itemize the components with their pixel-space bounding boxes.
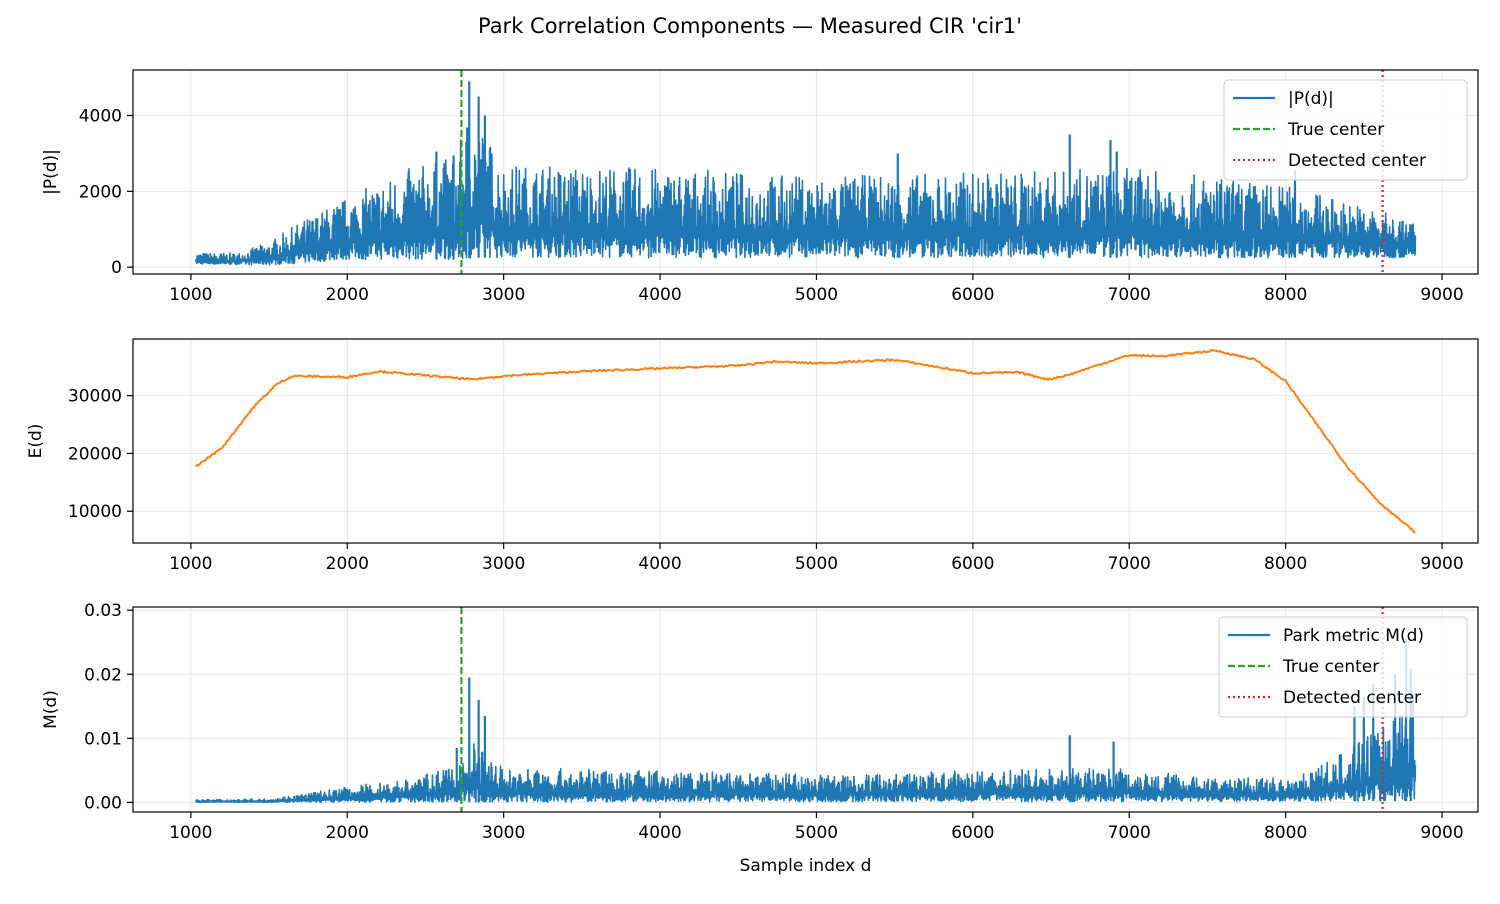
x-tick-label: 2000	[326, 823, 369, 843]
y-axis-label: M(d)	[41, 690, 61, 729]
legend-entry-label: True center	[1282, 657, 1379, 677]
figure-title: Park Correlation Components — Measured C…	[477, 14, 1023, 38]
x-tick-label: 4000	[638, 823, 681, 843]
y-tick-label: 0.01	[84, 729, 122, 749]
y-tick-label: 30000	[68, 387, 122, 407]
data-area	[194, 349, 1416, 534]
x-tick-label: 2000	[326, 285, 369, 305]
x-tick-label: 7000	[1108, 823, 1151, 843]
legend-entry-label: True center	[1287, 120, 1384, 140]
subplot-3: 1000 2000 3000 4000 5000 6000 7000 8000 9000 0.00…	[41, 601, 1479, 876]
y-tick-label: 0.00	[84, 793, 122, 813]
x-tick-label: 8000	[1264, 823, 1307, 843]
subplot-2: 1000 2000 3000 4000 5000 6000 7000 8000 9000 1000…	[26, 338, 1479, 574]
x-tick-label: 1000	[169, 823, 212, 843]
legend-entry-label: Detected center	[1283, 688, 1421, 708]
series-line-m	[194, 695, 1417, 804]
y-tick-label: 2000	[79, 182, 122, 202]
y-tick-label: 0.03	[84, 601, 122, 621]
x-tick-label: 9000	[1420, 285, 1463, 305]
x-tick-label: 9000	[1420, 823, 1463, 843]
x-tick-label: 2000	[326, 554, 369, 574]
x-tick-label: 1000	[169, 554, 212, 574]
series-line-e	[194, 349, 1416, 534]
data-area	[194, 81, 1417, 266]
axes-frame	[132, 606, 1479, 813]
x-tick-label: 4000	[638, 285, 681, 305]
x-tick-label: 7000	[1108, 554, 1151, 574]
legend-entry-label: Park metric M(d)	[1283, 626, 1424, 646]
x-tick-label: 3000	[482, 823, 525, 843]
y-tick-label: 20000	[68, 444, 122, 464]
x-tick-label: 5000	[795, 285, 838, 305]
x-tick-label: 8000	[1264, 285, 1307, 305]
y-axis-label: |P(d)|	[41, 149, 61, 195]
x-tick-label: 3000	[482, 554, 525, 574]
legend: Park metric M(d) True center Detected cent…	[1218, 616, 1468, 718]
x-tick-label: 6000	[951, 285, 994, 305]
x-tick-label: 9000	[1420, 554, 1463, 574]
legend-frame	[1223, 79, 1468, 181]
axes-frame	[132, 69, 1479, 275]
x-tick-label: 7000	[1108, 285, 1151, 305]
x-tick-label: 3000	[482, 285, 525, 305]
x-tick-label: 1000	[169, 285, 212, 305]
x-tick-label: 6000	[951, 554, 994, 574]
x-tick-label: 5000	[795, 823, 838, 843]
legend: |P(d)| True center Detected center	[1223, 79, 1468, 181]
y-tick-label: 10000	[68, 502, 122, 522]
x-tick-label: 5000	[795, 554, 838, 574]
axes-frame	[132, 338, 1479, 544]
x-tick-label: 6000	[951, 823, 994, 843]
x-tick-label: 4000	[638, 554, 681, 574]
x-axis-label: Sample index d	[740, 856, 872, 876]
legend-entry-label: |P(d)|	[1288, 89, 1334, 109]
x-tick-label: 8000	[1264, 554, 1307, 574]
y-tick-label: 4000	[79, 107, 122, 127]
series-line-p	[194, 127, 1417, 266]
legend-entry-label: Detected center	[1288, 151, 1426, 171]
y-tick-label: 0	[111, 258, 122, 278]
y-tick-label: 0.02	[84, 665, 122, 685]
subplot-1: 1000 2000 3000 4000 5000 6000 7000 8000 9000 0 200…	[41, 69, 1479, 305]
y-axis-label: E(d)	[26, 424, 46, 459]
legend-frame	[1218, 616, 1468, 718]
